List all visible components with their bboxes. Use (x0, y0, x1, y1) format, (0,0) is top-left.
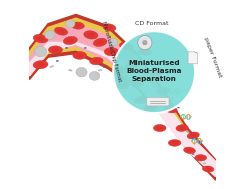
Ellipse shape (197, 156, 204, 160)
Ellipse shape (203, 163, 206, 164)
Ellipse shape (138, 48, 151, 55)
Ellipse shape (103, 24, 116, 31)
Ellipse shape (34, 46, 47, 57)
Ellipse shape (54, 27, 68, 35)
Ellipse shape (137, 98, 145, 102)
Ellipse shape (51, 48, 59, 52)
Text: Miniaturised
Blood-Plasma
Separation: Miniaturised Blood-Plasma Separation (126, 60, 182, 82)
Ellipse shape (93, 38, 107, 46)
Polygon shape (29, 42, 216, 177)
Ellipse shape (98, 70, 102, 71)
Circle shape (138, 36, 152, 50)
Ellipse shape (168, 108, 174, 111)
Ellipse shape (195, 155, 207, 161)
Ellipse shape (125, 63, 138, 70)
Ellipse shape (187, 132, 199, 139)
Ellipse shape (135, 96, 148, 104)
Circle shape (113, 31, 195, 113)
Text: paper Format: paper Format (203, 36, 222, 78)
Ellipse shape (89, 71, 100, 80)
Ellipse shape (119, 83, 126, 87)
Ellipse shape (131, 80, 144, 87)
Ellipse shape (103, 66, 105, 67)
Ellipse shape (76, 67, 87, 77)
Ellipse shape (93, 59, 100, 63)
Ellipse shape (109, 38, 118, 46)
Ellipse shape (169, 97, 173, 99)
Ellipse shape (50, 66, 54, 67)
Ellipse shape (192, 153, 194, 155)
Polygon shape (29, 18, 216, 177)
Ellipse shape (76, 53, 84, 57)
Circle shape (143, 40, 147, 45)
Ellipse shape (144, 104, 157, 111)
Ellipse shape (115, 68, 122, 72)
Ellipse shape (71, 22, 84, 29)
Ellipse shape (33, 34, 48, 43)
Ellipse shape (149, 68, 162, 76)
Ellipse shape (106, 26, 113, 29)
Ellipse shape (184, 147, 196, 154)
Ellipse shape (87, 33, 95, 37)
Ellipse shape (116, 81, 129, 89)
Ellipse shape (65, 47, 68, 49)
Ellipse shape (56, 60, 59, 62)
Ellipse shape (128, 64, 135, 69)
Ellipse shape (177, 107, 179, 108)
Ellipse shape (74, 24, 81, 28)
FancyBboxPatch shape (147, 97, 169, 106)
Ellipse shape (37, 62, 45, 67)
Ellipse shape (57, 29, 65, 33)
Ellipse shape (73, 51, 86, 59)
Ellipse shape (141, 50, 148, 54)
Ellipse shape (90, 57, 103, 65)
Ellipse shape (160, 89, 167, 93)
Ellipse shape (152, 70, 159, 74)
Ellipse shape (122, 44, 130, 48)
Ellipse shape (176, 125, 188, 131)
Polygon shape (188, 52, 197, 64)
Ellipse shape (157, 87, 170, 94)
Ellipse shape (117, 79, 121, 81)
Ellipse shape (186, 131, 190, 132)
Ellipse shape (48, 46, 62, 54)
Ellipse shape (84, 47, 86, 49)
Ellipse shape (171, 141, 178, 145)
Ellipse shape (104, 48, 118, 56)
Ellipse shape (202, 166, 214, 172)
Ellipse shape (84, 31, 98, 39)
Ellipse shape (33, 60, 48, 69)
Ellipse shape (119, 42, 133, 50)
Ellipse shape (66, 38, 74, 43)
Ellipse shape (147, 105, 154, 110)
Ellipse shape (37, 36, 45, 41)
Ellipse shape (153, 125, 166, 132)
Ellipse shape (168, 139, 181, 146)
Ellipse shape (66, 20, 75, 28)
Ellipse shape (205, 167, 211, 171)
Ellipse shape (63, 36, 77, 45)
Ellipse shape (45, 30, 55, 39)
Ellipse shape (190, 134, 196, 137)
Ellipse shape (122, 53, 131, 61)
Ellipse shape (97, 40, 104, 45)
Ellipse shape (69, 70, 72, 71)
Ellipse shape (165, 106, 177, 113)
Text: MicrofluidicChip Format: MicrofluidicChip Format (101, 21, 122, 82)
Polygon shape (29, 24, 216, 177)
Ellipse shape (179, 126, 185, 130)
Ellipse shape (108, 49, 115, 54)
Ellipse shape (156, 126, 163, 130)
Ellipse shape (112, 67, 125, 74)
Polygon shape (29, 14, 216, 180)
Text: CD Format: CD Format (135, 21, 168, 26)
Ellipse shape (186, 149, 193, 152)
Ellipse shape (134, 81, 141, 85)
